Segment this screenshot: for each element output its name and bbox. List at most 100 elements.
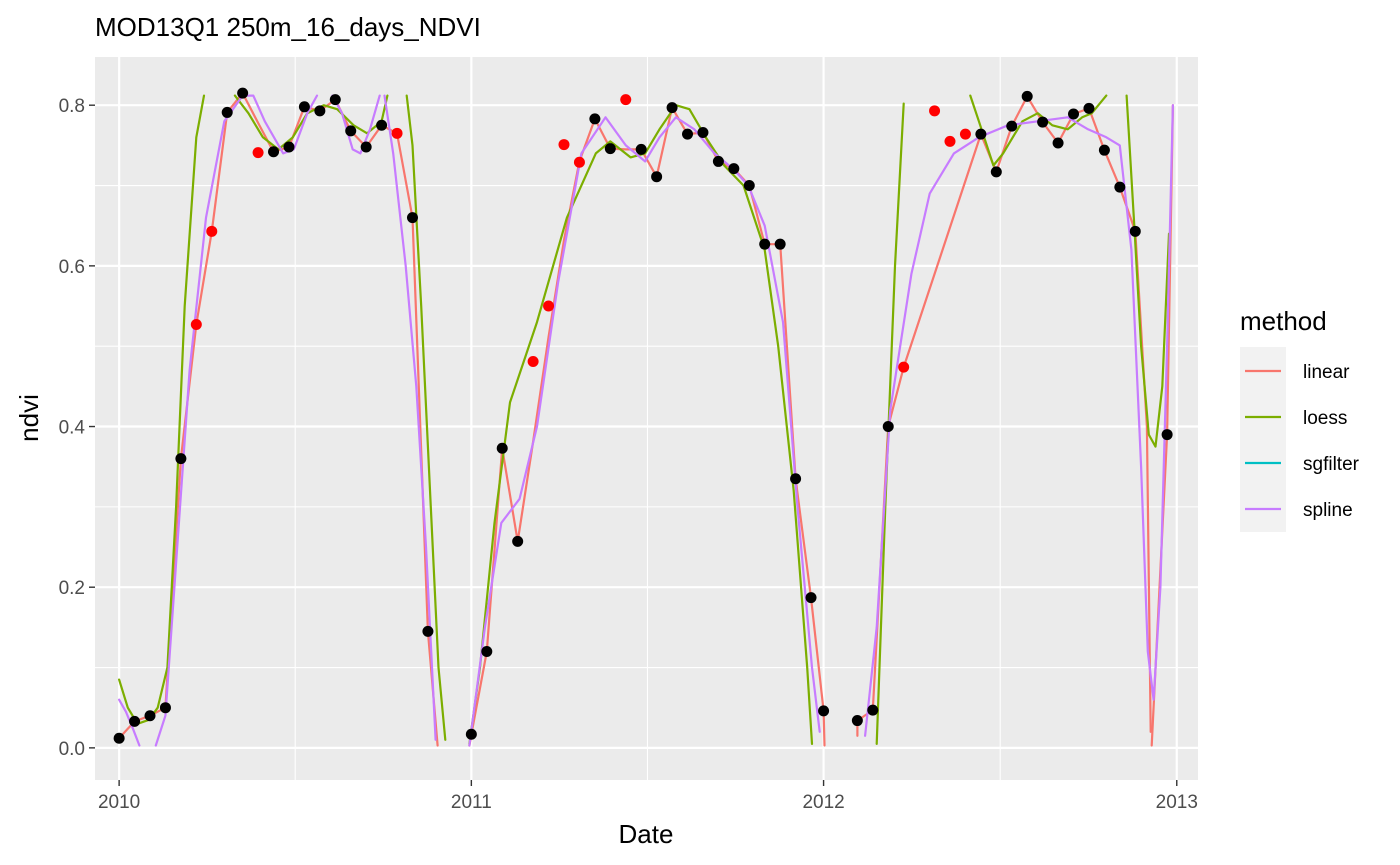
y-tick-label: 0.8: [59, 96, 85, 117]
y-axis: 0.0 0.2 0.4 0.6 0.8: [59, 96, 95, 760]
series-line-spline: [331, 94, 381, 155]
data-point-black: [589, 113, 601, 125]
data-point-red: [929, 105, 941, 117]
data-point-black: [818, 705, 830, 717]
legend-label-loess: loess: [1303, 408, 1347, 429]
series-line-spline: [863, 104, 1175, 737]
data-point-black: [990, 166, 1002, 178]
data-point-black: [283, 141, 295, 153]
data-point-black: [1006, 120, 1018, 132]
legend-label-linear: linear: [1303, 362, 1350, 383]
data-point-black: [237, 87, 249, 99]
x-tick-label: 2011: [451, 792, 492, 813]
data-point-black: [360, 141, 372, 153]
legend-label-spline: spline: [1303, 500, 1353, 521]
data-point-black: [512, 535, 524, 547]
data-point-black: [651, 171, 663, 183]
series-line-loess: [117, 94, 206, 725]
series-line-spline: [468, 116, 821, 747]
data-point-black: [345, 125, 357, 137]
data-point-black: [867, 704, 879, 716]
data-point-black: [1129, 225, 1141, 237]
data-point-red: [391, 127, 403, 139]
data-point-red: [573, 156, 585, 168]
legend-label-sgfilter: sgfilter: [1303, 454, 1360, 475]
data-point-black: [1037, 116, 1049, 128]
y-axis-title: ndvi: [14, 394, 44, 442]
x-tick-label: 2012: [802, 792, 844, 813]
series-line-spline: [383, 94, 437, 741]
y-tick-label: 0.4: [59, 418, 86, 439]
data-point-black: [882, 421, 894, 433]
data-point-black: [268, 146, 280, 158]
x-axis-title: Date: [619, 819, 674, 849]
series-line-loess: [969, 94, 1108, 167]
data-point-black: [1098, 144, 1110, 156]
data-point-black: [975, 128, 987, 140]
data-point-red: [543, 300, 555, 312]
data-point-black: [790, 473, 802, 485]
series-line-spline: [117, 698, 141, 747]
data-point-black: [1083, 102, 1095, 114]
data-point-black: [422, 625, 434, 637]
data-point-black: [406, 212, 418, 224]
data-point-black: [635, 143, 647, 155]
data-point-black: [759, 238, 771, 250]
data-point-black: [604, 143, 616, 155]
data-point-black: [1114, 181, 1126, 193]
data-point-red: [959, 128, 971, 140]
data-point-red: [944, 135, 956, 147]
data-point-black: [221, 106, 233, 118]
data-point-black: [496, 442, 508, 454]
data-point-black: [1068, 108, 1080, 120]
data-point-red: [620, 94, 632, 106]
data-point-red: [558, 139, 570, 151]
data-point-black: [175, 453, 187, 465]
data-point-black: [129, 715, 141, 727]
data-point-black: [851, 715, 863, 727]
data-point-red: [527, 355, 539, 367]
data-point-red: [206, 225, 218, 237]
legend-entries: linear loess sgfilter spline: [1245, 362, 1360, 521]
data-point-black: [298, 101, 310, 113]
series-line-loess: [1125, 94, 1171, 448]
y-tick-label: 0.0: [59, 739, 85, 760]
series-line-loess: [405, 94, 447, 741]
series-line-loess: [875, 102, 905, 746]
data-point-red: [898, 361, 910, 373]
data-point-black: [159, 702, 171, 714]
data-point-black: [376, 119, 388, 131]
data-point-black: [774, 238, 786, 250]
y-tick-label: 0.6: [59, 257, 85, 278]
data-point-black: [314, 105, 326, 117]
grid-minor: [95, 57, 1198, 780]
y-tick-label: 0.2: [59, 578, 85, 599]
data-point-black: [481, 645, 493, 657]
chart-title: MOD13Q1 250m_16_days_NDVI: [95, 12, 481, 42]
data-point-red: [190, 319, 202, 331]
data-point-black: [1161, 429, 1173, 441]
data-point-black: [697, 127, 709, 139]
legend-keys-background: [1240, 347, 1286, 532]
data-point-black: [113, 732, 125, 744]
legend-title: method: [1240, 306, 1327, 336]
grid-major: [95, 57, 1198, 780]
data-point-red: [252, 147, 264, 159]
x-axis: 2010 2011 2012 2013: [98, 780, 1198, 813]
data-point-black: [712, 155, 724, 167]
data-point-black: [805, 592, 817, 604]
data-point-black: [666, 102, 678, 114]
data-point-black: [465, 728, 477, 740]
x-tick-label: 2010: [98, 792, 140, 813]
data-point-black: [743, 180, 755, 192]
legend: method linear loess sgfilter spline: [1240, 306, 1360, 532]
data-point-black: [1052, 137, 1064, 149]
data-point-black: [144, 710, 156, 722]
data-point-black: [728, 163, 740, 175]
x-tick-label: 2013: [1156, 792, 1198, 813]
data-point-black: [329, 94, 341, 106]
data-point-black: [682, 128, 694, 140]
data-point-black: [1021, 90, 1033, 102]
series-line-loess: [468, 104, 814, 746]
